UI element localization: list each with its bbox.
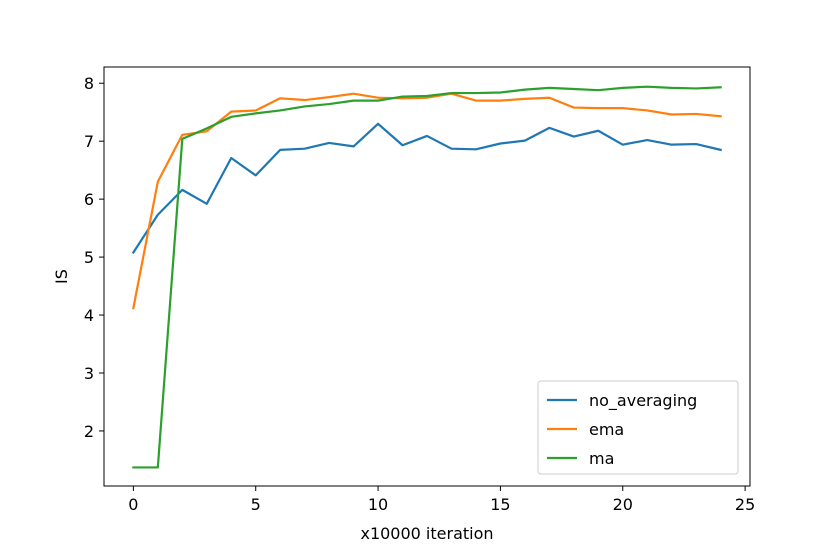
legend-label-no_averaging: no_averaging xyxy=(589,391,697,411)
x-axis-label: x10000 iteration xyxy=(360,524,493,543)
y-tick-label: 5 xyxy=(84,248,94,267)
series-line-ema xyxy=(132,92,722,310)
legend-label-ema: ema xyxy=(589,420,624,439)
x-tick-label: 10 xyxy=(368,495,388,514)
series-line-ma xyxy=(132,85,722,469)
legend-frame xyxy=(537,380,739,475)
series-line-no_averaging xyxy=(131,122,722,254)
y-axis-ticks: 2 3 4 5 6 7 8 xyxy=(84,74,104,441)
x-tick-label: 0 xyxy=(128,495,138,514)
y-tick-label: 7 xyxy=(84,132,94,151)
y-tick-label: 8 xyxy=(84,74,94,93)
y-axis-label: IS xyxy=(52,269,71,284)
y-tick-label: 6 xyxy=(84,190,94,209)
x-axis-ticks: 0 5 10 15 20 25 xyxy=(128,486,755,514)
legend-label-ma: ma xyxy=(589,449,614,468)
x-tick-label: 15 xyxy=(490,495,510,514)
series-layer xyxy=(131,85,722,469)
x-tick-label: 20 xyxy=(613,495,633,514)
y-tick-label: 2 xyxy=(84,422,94,441)
y-tick-label: 4 xyxy=(84,306,94,325)
plot-frame xyxy=(103,66,751,487)
y-tick-label: 3 xyxy=(84,364,94,383)
x-tick-label: 25 xyxy=(735,495,755,514)
x-tick-label: 5 xyxy=(251,495,261,514)
